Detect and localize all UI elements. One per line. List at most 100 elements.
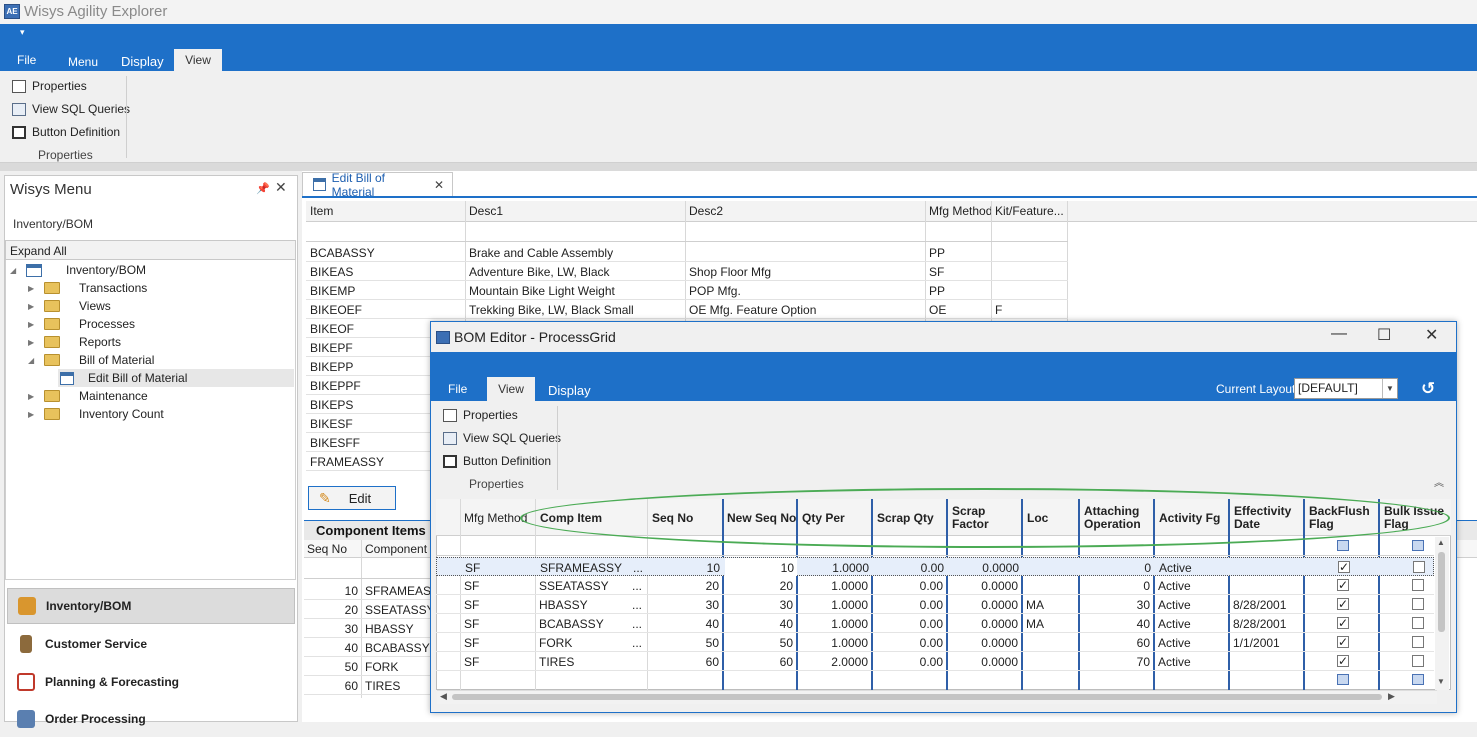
table-row[interactable]: SF BCABASSY ... 40 40 1.0000 0.00 0.0000… — [436, 614, 1434, 633]
dialog-tab-display[interactable]: Display — [548, 383, 591, 398]
table-row[interactable]: BIKEMP Mountain Bike Light Weight POP Mf… — [306, 281, 1068, 300]
tab-menu[interactable]: Menu — [68, 55, 99, 69]
refresh-icon[interactable]: ↺ — [1421, 379, 1436, 398]
filter-checkbox[interactable] — [1337, 540, 1349, 551]
tree-item-reports[interactable]: ▶ Reports — [28, 333, 121, 351]
quick-access-dropdown-icon[interactable]: ▾ — [20, 27, 25, 37]
nav-inventory-bom[interactable]: Inventory/BOM — [7, 588, 295, 624]
column-header-new-seq-no[interactable]: New Seq No — [727, 511, 797, 525]
tree-item-processes[interactable]: ▶ Processes — [28, 315, 135, 333]
table-row[interactable]: SF SSEATASSY ... 20 20 1.0000 0.00 0.000… — [436, 576, 1434, 595]
chevron-right-icon[interactable]: ▶ — [28, 391, 35, 401]
tree-item-maintenance[interactable]: ▶ Maintenance — [28, 387, 148, 405]
ribbon-button-definition-button[interactable]: Button Definition — [12, 125, 120, 139]
bulk-issue-checkbox[interactable] — [1412, 579, 1424, 591]
tree-item-transactions[interactable]: ▶ Transactions — [28, 279, 147, 297]
tree-item-views[interactable]: ▶ Views — [28, 297, 111, 315]
column-header-scrap-qty[interactable]: Scrap Qty — [877, 511, 934, 525]
new-seq-input[interactable]: 10 — [725, 558, 797, 576]
chevron-down-icon[interactable]: ◢ — [10, 265, 17, 275]
column-header-component[interactable]: Component — [365, 542, 428, 556]
table-row[interactable]: BIKESFF — [306, 433, 430, 452]
tree-item-inventory-bom[interactable]: ◢ Inventory/BOM — [10, 261, 146, 279]
table-row[interactable]: 60 TIRES — [304, 676, 430, 695]
column-header-seq-no[interactable]: Seq No — [307, 542, 348, 556]
column-header-backflush-flag[interactable]: BackFlush Flag — [1309, 505, 1370, 531]
table-row[interactable]: BIKEOF — [306, 319, 430, 338]
table-row[interactable]: 50 FORK — [304, 657, 430, 676]
column-header-activity-fg[interactable]: Activity Fg — [1159, 511, 1221, 525]
column-header-desc1[interactable]: Desc1 — [469, 204, 504, 218]
table-row[interactable]: SF TIRES 60 60 2.0000 0.00 0.0000 70 Act… — [436, 652, 1434, 671]
dialog-tab-view[interactable]: View — [487, 377, 535, 401]
lookup-button[interactable]: ... — [632, 617, 643, 631]
chevron-right-icon[interactable]: ▶ — [28, 337, 35, 347]
lookup-button[interactable]: ... — [632, 598, 643, 612]
column-header-bulk-issue-flag[interactable]: Bulk Issue Flag — [1384, 505, 1444, 531]
column-header-mfg-method[interactable]: Mfg Method — [464, 511, 528, 525]
bulk-issue-checkbox[interactable] — [1412, 617, 1424, 629]
backflush-checkbox[interactable]: ✓ — [1337, 597, 1349, 611]
filter-checkbox[interactable] — [1412, 540, 1424, 551]
dialog-view-sql-button[interactable]: View SQL Queries — [443, 431, 561, 445]
lookup-button[interactable]: ... — [632, 636, 643, 650]
ribbon-properties-button[interactable]: Properties — [12, 79, 87, 93]
column-header-loc[interactable]: Loc — [1027, 511, 1049, 525]
table-row[interactable]: BCABASSY Brake and Cable Assembly PP — [306, 243, 1068, 262]
dialog-tab-file[interactable]: File — [448, 382, 468, 396]
tab-edit-bill-of-material[interactable]: Edit Bill of Material ✕ — [302, 171, 453, 199]
column-header-mfg-method[interactable]: Mfg Method — [929, 204, 993, 218]
chevron-right-icon[interactable]: ▶ — [28, 301, 35, 311]
cell-new-seq[interactable]: 30 — [779, 598, 793, 612]
backflush-checkbox[interactable]: ✓ — [1338, 560, 1350, 574]
current-layout-select[interactable]: [DEFAULT] — [1294, 378, 1398, 399]
column-header-kit-feature[interactable]: Kit/Feature... — [995, 204, 1064, 218]
column-header-scrap-factor[interactable]: Scrap Factor — [952, 505, 989, 531]
column-header-attaching-operation[interactable]: Attaching Operation — [1084, 505, 1141, 531]
table-row[interactable]: SF FORK ... 50 50 1.0000 0.00 0.0000 60 … — [436, 633, 1434, 652]
table-row[interactable]: SF HBASSY ... 30 30 1.0000 0.00 0.0000 M… — [436, 595, 1434, 614]
table-row[interactable]: BIKEPF — [306, 338, 430, 357]
table-row[interactable]: BIKEPS — [306, 395, 430, 414]
backflush-checkbox[interactable]: ✓ — [1337, 635, 1349, 649]
tab-display[interactable]: Display — [121, 54, 164, 69]
table-row[interactable]: BIKEPPF — [306, 376, 430, 395]
table-row[interactable]: BIKEAS Adventure Bike, LW, Black Shop Fl… — [306, 262, 1068, 281]
table-row[interactable]: 30 HBASSY — [304, 619, 430, 638]
close-icon[interactable]: ✕ — [1425, 327, 1439, 344]
chevron-right-icon[interactable]: ▶ — [28, 409, 35, 419]
table-row[interactable]: 40 BCABASSY — [304, 638, 430, 657]
dialog-button-definition-button[interactable]: Button Definition — [443, 454, 551, 468]
bulk-issue-checkbox[interactable] — [1413, 561, 1425, 573]
cell-new-seq[interactable]: 20 — [779, 579, 793, 593]
bulk-issue-checkbox[interactable] — [1412, 655, 1424, 667]
table-row[interactable]: 10 SFRAMEASSY — [304, 581, 447, 600]
edit-button[interactable]: ✎ Edit — [308, 486, 396, 510]
nav-planning-forecasting[interactable]: Planning & Forecasting — [7, 664, 295, 700]
new-row-checkbox[interactable] — [1337, 674, 1349, 685]
chevron-down-icon[interactable]: ◢ — [28, 355, 35, 365]
tree-item-bill-of-material[interactable]: ◢ Bill of Material — [28, 351, 154, 369]
backflush-checkbox[interactable]: ✓ — [1337, 578, 1349, 592]
cell-new-seq[interactable]: 60 — [779, 655, 793, 669]
new-row[interactable] — [436, 671, 1434, 690]
collapse-ribbon-icon[interactable]: ︽ — [1434, 478, 1444, 489]
column-header-desc2[interactable]: Desc2 — [689, 204, 724, 218]
close-tab-icon[interactable]: ✕ — [433, 177, 444, 192]
new-row-checkbox[interactable] — [1412, 674, 1424, 685]
column-header-item[interactable]: Item — [310, 204, 334, 218]
table-row[interactable]: BIKESF — [306, 414, 430, 433]
table-row[interactable]: BIKEPP — [306, 357, 430, 376]
close-icon[interactable]: ✕ — [275, 179, 287, 195]
column-header-effectivity-date[interactable]: Effectivity Date — [1234, 505, 1291, 531]
lookup-button[interactable]: ... — [632, 579, 643, 593]
column-header-seq-no[interactable]: Seq No — [652, 511, 694, 525]
tree-item-edit-bill-of-material[interactable]: Edit Bill of Material — [60, 369, 187, 387]
table-row[interactable]: SF SFRAMEASSY ... 10 10 1.0000 0.00 0.00… — [436, 557, 1434, 576]
scroll-right-icon[interactable]: ▶ — [1388, 691, 1395, 701]
chevron-down-icon[interactable]: ▼ — [1382, 379, 1397, 398]
bulk-issue-checkbox[interactable] — [1412, 636, 1424, 648]
vertical-scroll-thumb[interactable] — [1438, 552, 1445, 632]
backflush-checkbox[interactable]: ✓ — [1337, 654, 1349, 668]
minimize-icon[interactable]: — — [1331, 325, 1347, 342]
